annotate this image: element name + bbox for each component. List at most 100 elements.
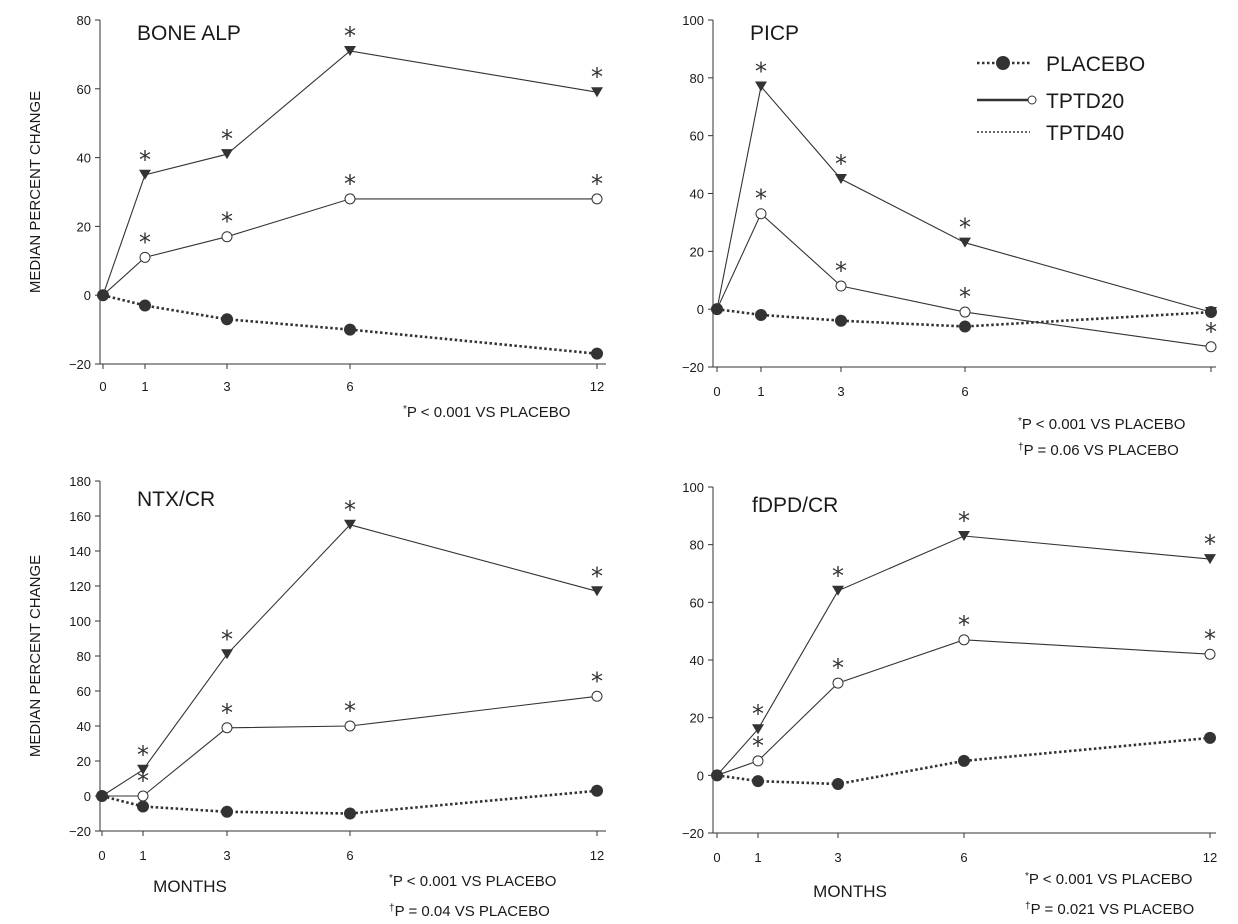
significance-star: * (591, 170, 603, 198)
x-tick-label: 0 (713, 384, 720, 399)
x-tick-label: 12 (590, 379, 604, 394)
y-tick-label: 80 (690, 71, 704, 86)
data-point-tptd40 (344, 45, 356, 56)
footnote-text: P < 0.001 VS PLACEBO (407, 404, 571, 421)
legend-marker (1027, 95, 1037, 105)
panel-title: PICP (750, 22, 799, 45)
data-point-placebo (221, 313, 233, 326)
significance-star: * (344, 496, 356, 524)
significance-star: * (1204, 625, 1216, 653)
y-tick-label: 20 (77, 754, 91, 769)
significance-star: * (1204, 530, 1216, 558)
data-point-tptd20 (1204, 648, 1216, 660)
significance-star: * (139, 146, 151, 174)
x-tick-label: 3 (837, 384, 844, 399)
significance-star: * (959, 283, 971, 311)
x-tick-label: 1 (139, 848, 146, 863)
y-tick-label: 80 (77, 13, 91, 28)
legend-label: TPTD20 (1046, 90, 1124, 113)
significance-star: * (221, 208, 233, 236)
data-point-tptd20 (221, 722, 233, 734)
footnote: †P = 0.06 VS PLACEBO (1018, 442, 1179, 459)
significance-star: * (835, 257, 847, 285)
footnote: †P = 0.04 VS PLACEBO (389, 903, 550, 920)
y-axis-label: MEDIAN PERCENT CHANGE (27, 91, 44, 293)
data-point-tptd40 (752, 724, 764, 735)
data-point-placebo (959, 320, 971, 333)
significance-star: * (752, 732, 764, 760)
significance-star: * (755, 58, 767, 86)
x-tick-label: 6 (961, 384, 968, 399)
footnote-text: P < 0.001 VS PLACEBO (1022, 416, 1186, 433)
panel-0: 80 60 40 20 0 −20 0 1 3 6 12 BONE ALP MEDIAN PERCENT… (27, 13, 606, 421)
footnote-mark: † (1018, 442, 1024, 453)
data-point-placebo (711, 303, 723, 316)
data-point-tptd20 (591, 690, 603, 702)
y-tick-label: 100 (69, 614, 91, 629)
data-point-placebo (755, 308, 767, 321)
y-tick-label: 40 (690, 653, 704, 668)
x-tick-label: 0 (98, 848, 105, 863)
significance-star: * (959, 214, 971, 242)
significance-star: * (139, 228, 151, 256)
data-point-tptd20 (755, 208, 767, 220)
y-tick-label: 80 (690, 538, 704, 553)
data-point-tptd40 (959, 237, 971, 248)
legend: PLACEBO TPTD20 TPTD40 (977, 53, 1145, 145)
data-point-placebo (1204, 731, 1216, 744)
significance-star: * (591, 667, 603, 695)
data-point-tptd20 (221, 231, 233, 243)
legend-label: PLACEBO (1046, 53, 1145, 76)
data-point-tptd20 (835, 280, 847, 292)
footnote-mark: * (1025, 871, 1029, 882)
data-point-tptd40 (221, 649, 233, 660)
y-tick-label: 160 (69, 509, 91, 524)
x-tick-label: 12 (1203, 850, 1217, 865)
x-tick-label: 3 (223, 848, 230, 863)
footnote-mark: † (389, 903, 395, 914)
data-point-tptd20 (958, 634, 970, 646)
y-tick-label: 60 (690, 595, 704, 610)
footnote-text: P < 0.001 VS PLACEBO (1029, 871, 1193, 888)
significance-star: * (221, 699, 233, 727)
y-tick-label: 100 (682, 13, 704, 28)
data-point-placebo (344, 807, 356, 820)
data-point-tptd40 (591, 586, 603, 597)
significance-star: * (958, 611, 970, 639)
data-point-placebo (137, 800, 149, 813)
x-tick-label: 1 (141, 379, 148, 394)
y-tick-label: 20 (690, 711, 704, 726)
data-point-tptd20 (832, 677, 844, 689)
significance-star: * (1205, 318, 1217, 346)
x-tick-label: 6 (346, 848, 353, 863)
data-point-tptd20 (959, 306, 971, 318)
data-point-placebo (832, 777, 844, 790)
series-line-tptd40 (716, 85, 1212, 313)
significance-star: * (221, 625, 233, 653)
data-point-placebo (221, 805, 233, 818)
y-tick-label: 180 (69, 474, 91, 489)
panel-title: NTX/CR (137, 488, 215, 511)
data-point-placebo (1205, 306, 1217, 319)
x-tick-label: 6 (346, 379, 353, 394)
data-point-placebo (835, 314, 847, 327)
y-tick-label: 20 (77, 219, 91, 234)
y-tick-label: 0 (697, 768, 704, 783)
significance-star: * (344, 697, 356, 725)
significance-star: * (591, 63, 603, 91)
x-axis-label: MONTHS (813, 882, 887, 901)
data-point-placebo (97, 289, 109, 302)
data-point-tptd20 (752, 755, 764, 767)
y-tick-label: 40 (690, 187, 704, 202)
y-tick-label: 80 (77, 649, 91, 664)
y-tick-label: 40 (77, 151, 91, 166)
footnote: *P < 0.001 VS PLACEBO (1025, 871, 1192, 888)
x-axis-label: MONTHS (153, 877, 227, 896)
data-point-placebo (344, 323, 356, 336)
y-tick-label: 60 (77, 82, 91, 97)
y-tick-label: 40 (77, 719, 91, 734)
footnote-text: P = 0.021 VS PLACEBO (1031, 901, 1195, 918)
data-point-placebo (591, 347, 603, 360)
